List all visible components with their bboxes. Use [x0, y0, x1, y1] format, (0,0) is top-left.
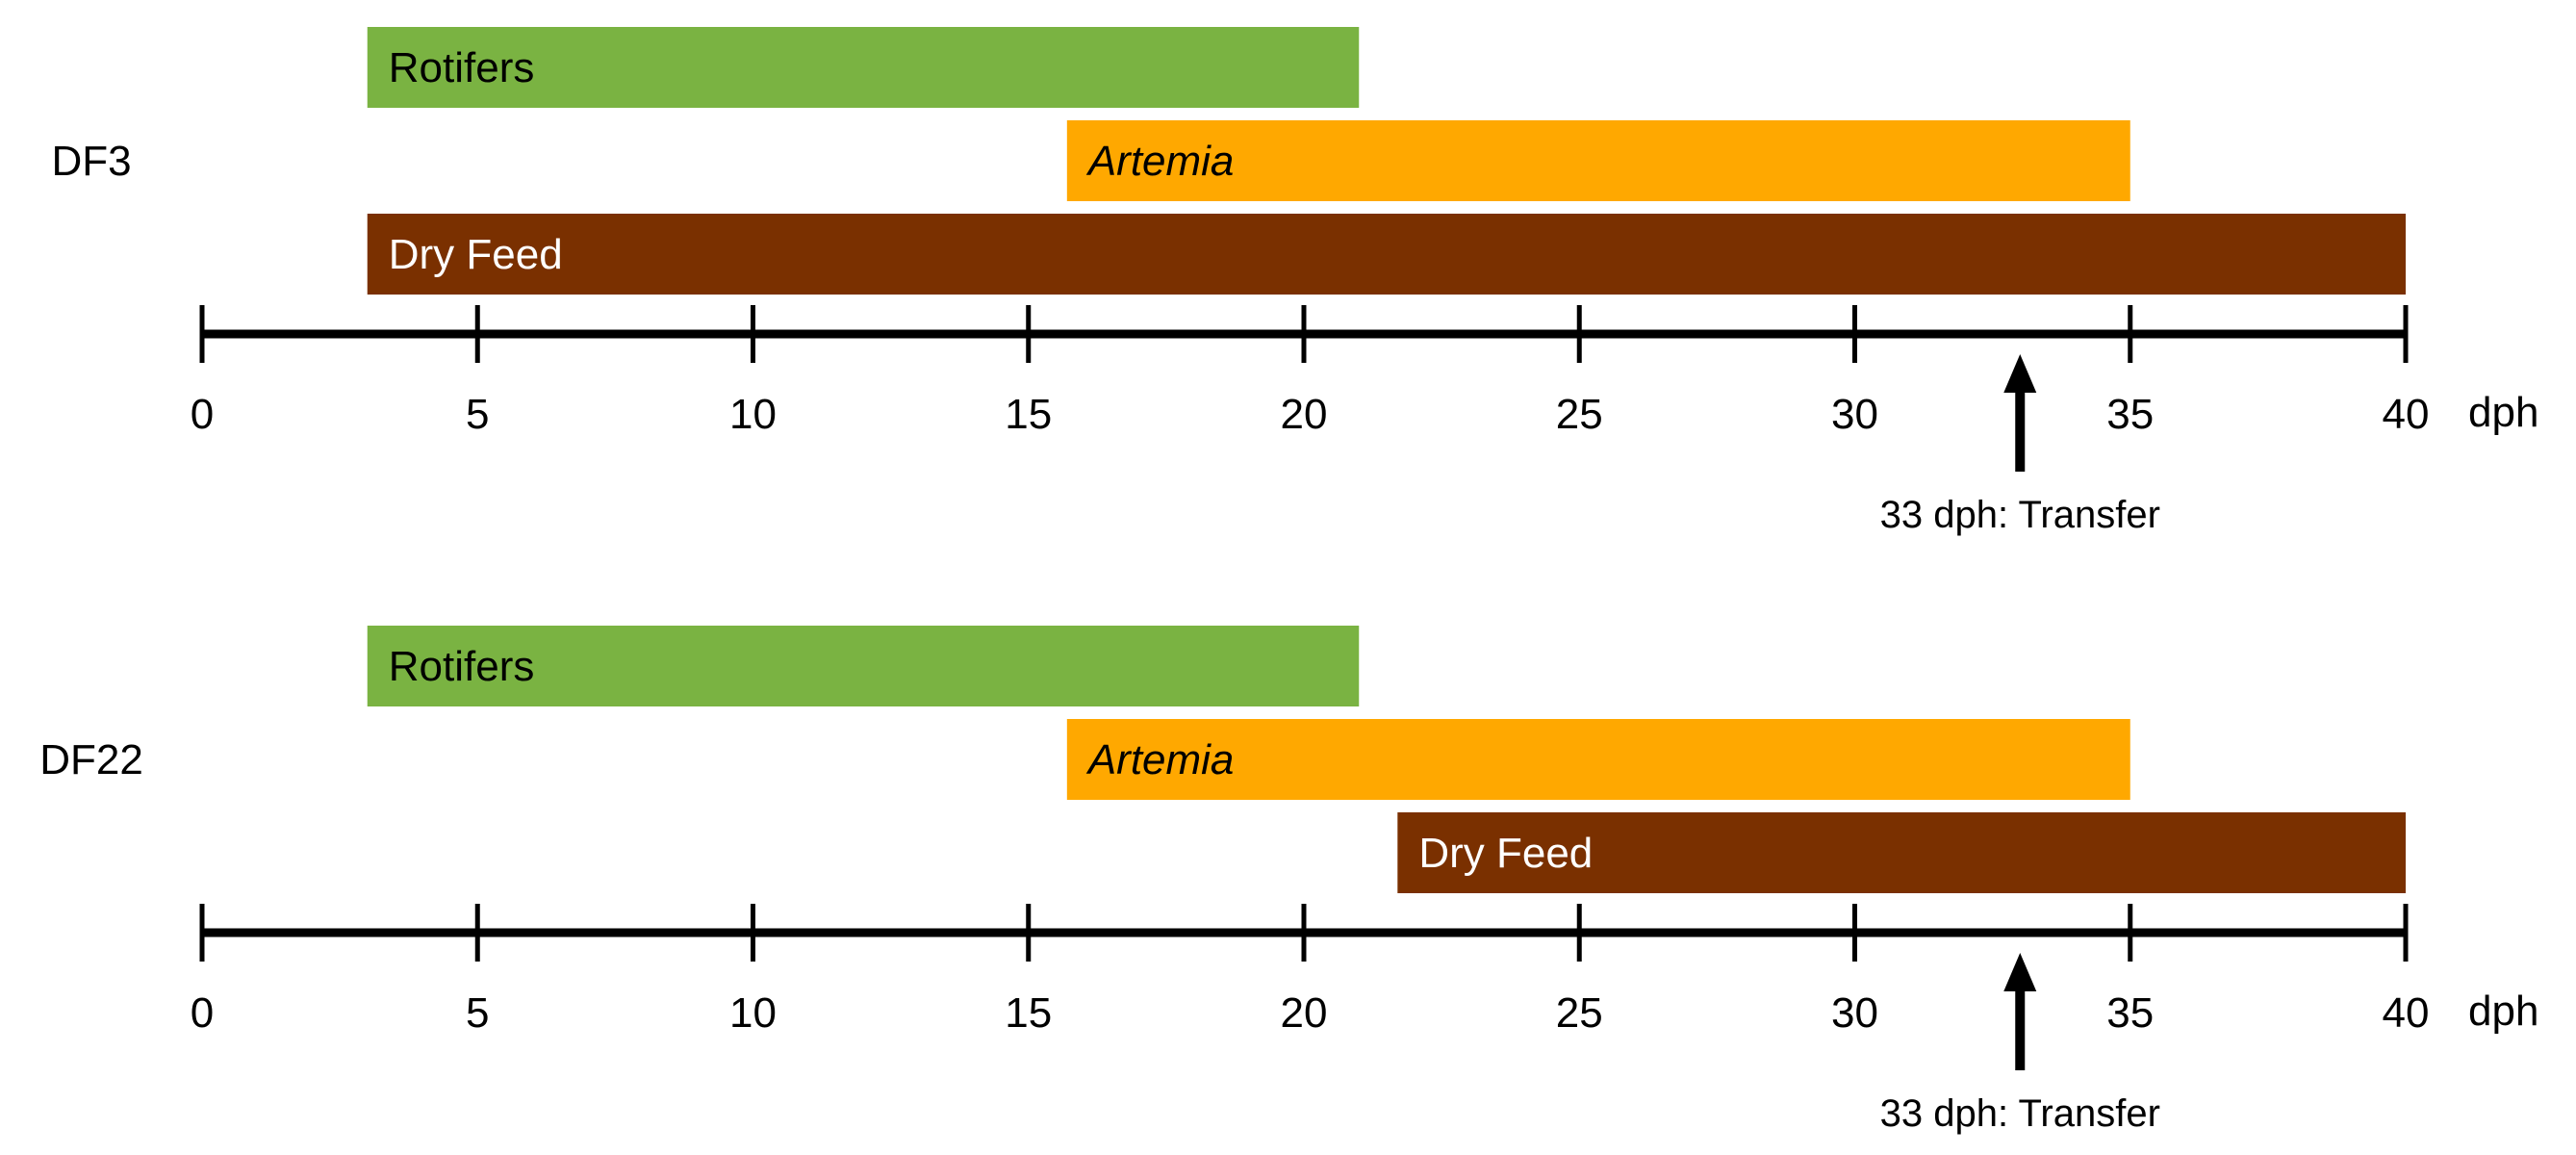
- transfer-label-df22: 33 dph: Transfer: [1880, 1092, 2160, 1135]
- tick-label-10-df3: 10: [729, 391, 777, 438]
- tick-label-40-df22: 40: [2383, 989, 2430, 1037]
- tick-label-5-df3: 5: [466, 391, 489, 438]
- bar-rotifers-df3: [367, 27, 1360, 108]
- tick-label-30-df22: 30: [1831, 989, 1878, 1037]
- bar-artemia-df22: [1066, 719, 2130, 800]
- transfer-arrow-head-df22: [2003, 953, 2037, 991]
- bar-label-artemia-df22: Artemia: [1085, 736, 1235, 783]
- tick-label-25-df3: 25: [1556, 391, 1603, 438]
- panel-label-df3: DF3: [51, 138, 131, 185]
- transfer-arrow-head-df3: [2003, 354, 2037, 393]
- axis-unit-label-df22: dph: [2468, 988, 2538, 1035]
- tick-label-5-df22: 5: [466, 989, 489, 1037]
- tick-label-0-df22: 0: [191, 989, 214, 1037]
- axis-unit-label-df3: dph: [2468, 389, 2538, 436]
- panel-df22: DF22 Rotifers Artemia Dry Feed 0 5 10 15 20 25 30 3…: [39, 626, 2538, 1135]
- panel-label-df22: DF22: [39, 736, 143, 783]
- bar-artemia-df3: [1066, 120, 2130, 201]
- transfer-label-df3: 33 dph: Transfer: [1880, 494, 2160, 536]
- bar-rotifers-df22: [367, 626, 1360, 706]
- panel-df3: DF3 Rotifers Artemia Dry Feed 0 5 10 15 20 25 30 35…: [51, 27, 2538, 536]
- bar-label-dry-feed-df3: Dry Feed: [389, 231, 563, 278]
- bar-label-dry-feed-df22: Dry Feed: [1418, 830, 1593, 877]
- bar-dry-feed-df22: [1397, 812, 2406, 893]
- tick-label-15-df22: 15: [1005, 989, 1052, 1037]
- tick-label-35-df22: 35: [2106, 989, 2154, 1037]
- bar-label-rotifers-df3: Rotifers: [389, 44, 535, 91]
- tick-label-20-df22: 20: [1281, 989, 1328, 1037]
- tick-label-15-df3: 15: [1005, 391, 1052, 438]
- bar-dry-feed-df3: [367, 214, 2406, 295]
- tick-label-40-df3: 40: [2383, 391, 2430, 438]
- tick-label-20-df3: 20: [1281, 391, 1328, 438]
- tick-label-30-df3: 30: [1831, 391, 1878, 438]
- bar-label-artemia-df3: Artemia: [1085, 138, 1235, 185]
- bar-label-rotifers-df22: Rotifers: [389, 643, 535, 690]
- tick-label-10-df22: 10: [729, 989, 777, 1037]
- tick-label-35-df3: 35: [2106, 391, 2154, 438]
- tick-label-0-df3: 0: [191, 391, 214, 438]
- tick-label-25-df22: 25: [1556, 989, 1603, 1037]
